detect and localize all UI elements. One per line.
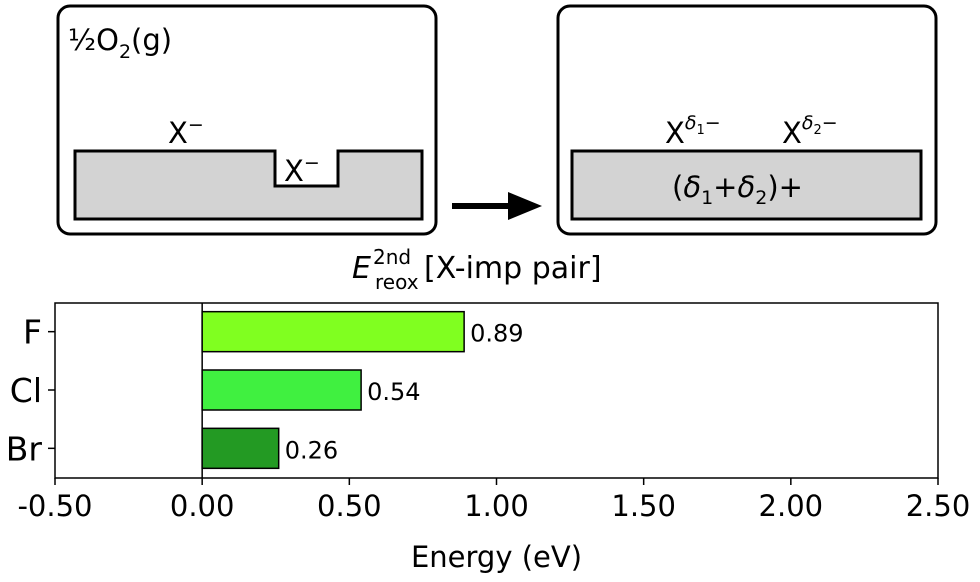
bar-value-label-f: 0.89 — [470, 320, 523, 348]
pit-anion-label: X− — [284, 152, 320, 188]
initial-state-panel: ½O2(g) X− X− — [56, 4, 438, 236]
x-tick-label: -0.50 — [17, 489, 92, 523]
x-tick-label: 1.50 — [611, 489, 676, 523]
x-tick-label: 0.00 — [170, 489, 235, 523]
x-axis-ticks: -0.50 0.00 0.50 1.00 1.50 2.00 2.50 — [17, 478, 970, 523]
anion-2-label: Xδ2− — [782, 112, 838, 150]
anion-1-label: Xδ1− — [665, 112, 721, 150]
bar-br — [201, 427, 280, 470]
y-tick-label-f: F — [23, 313, 42, 352]
slab-charge-label: (δ1+δ2)+ — [672, 170, 803, 209]
reoxidation-energy-bar-chart: 0.89 0.54 0.26 F Cl Br -0.50 0.00 0.50 1.00 1.50… — [6, 302, 970, 574]
oxygen-gas-label: ½O2(g) — [68, 23, 172, 63]
bar-cl — [201, 369, 362, 411]
x-tick-label: 2.50 — [906, 489, 971, 523]
x-tick-label: 2.00 — [759, 489, 824, 523]
bar-f — [201, 310, 465, 353]
surface-slab-with-vacancy — [73, 149, 424, 221]
final-state-panel: Xδ1− Xδ2− (δ1+δ2)+ — [556, 4, 938, 236]
y-tick-label-cl: Cl — [10, 371, 42, 410]
x-axis-title: Energy (eV) — [411, 540, 582, 574]
bars-group: 0.89 0.54 0.26 — [201, 310, 524, 470]
reaction-arrow — [452, 192, 542, 220]
x-tick-label: 1.00 — [464, 489, 529, 523]
reoxidation-energy-label: E 2nd reox [X-imp pair] — [352, 245, 602, 294]
y-axis-ticks: F Cl Br — [6, 313, 55, 468]
surface-slab-filled — [570, 149, 923, 221]
x-tick-label: 0.50 — [317, 489, 382, 523]
bar-value-label-cl: 0.54 — [367, 378, 420, 406]
surface-anion-label: X− — [168, 114, 204, 150]
bar-value-label-br: 0.26 — [285, 436, 338, 464]
y-tick-label-br: Br — [6, 429, 43, 468]
